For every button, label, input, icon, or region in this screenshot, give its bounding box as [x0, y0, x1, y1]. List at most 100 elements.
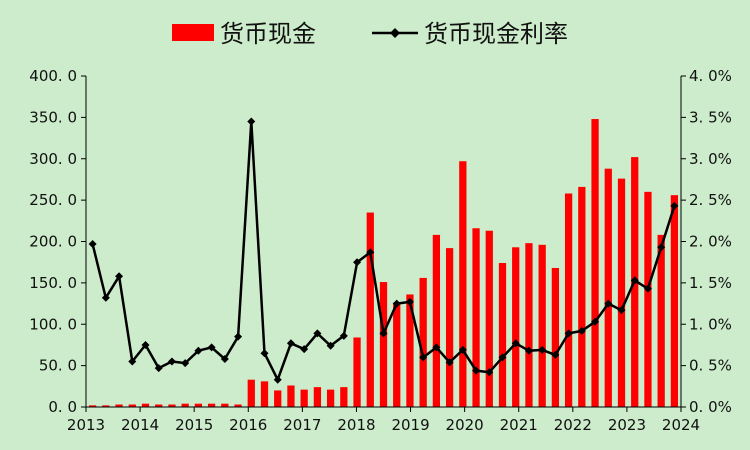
bar — [564, 193, 573, 407]
x-tick-label: 2020 — [446, 416, 484, 434]
bar — [247, 379, 255, 407]
bar — [260, 381, 269, 407]
bar — [194, 403, 203, 407]
rate-point — [379, 329, 388, 338]
bar — [406, 294, 414, 407]
rate-point — [286, 339, 295, 348]
rate-point — [564, 329, 573, 338]
bar — [353, 337, 361, 407]
rate-point — [88, 239, 97, 248]
rate-point — [181, 359, 190, 368]
x-tick-label: 2017 — [283, 416, 321, 434]
axes-group: 400. 0 4. 0% 350. 0 3. 5% 300. 0 3. 0% 250. 0 2… — [29, 67, 732, 434]
bar — [141, 403, 150, 407]
bar — [459, 161, 467, 407]
bar — [102, 405, 110, 407]
bar — [591, 119, 599, 407]
bar — [181, 403, 189, 407]
bar — [287, 385, 295, 407]
rate-point — [313, 329, 322, 338]
bar — [670, 195, 679, 407]
x-tick-label: 2014 — [121, 416, 159, 434]
y-tick-left-label: 300. 0 — [29, 150, 77, 168]
bar — [617, 178, 626, 407]
rate-point — [551, 350, 560, 359]
y-tick-left-label: 250. 0 — [29, 191, 77, 209]
rate-point — [220, 355, 229, 364]
bar — [313, 387, 322, 407]
y-tick-right-label: 3. 5% — [689, 108, 732, 126]
bar — [207, 403, 216, 407]
x-tick-label: 2016 — [229, 416, 267, 434]
rate-point — [154, 364, 163, 373]
x-tick-label: 2021 — [500, 416, 538, 434]
y-tick-right-label: 0. 5% — [689, 357, 732, 375]
bar — [221, 403, 229, 407]
y-tick-left-label: 400. 0 — [29, 67, 77, 85]
bar — [128, 404, 136, 407]
bar — [445, 248, 454, 407]
bar — [578, 186, 586, 407]
rate-point — [339, 331, 348, 340]
y-tick-right-label: 1. 5% — [689, 274, 732, 292]
y-tick-right-label: 4. 0% — [689, 67, 732, 85]
rate-point — [591, 317, 600, 326]
rate-point — [432, 343, 441, 352]
rate-point — [511, 339, 520, 348]
rate-point — [458, 345, 467, 354]
rate-point — [670, 201, 679, 210]
y-tick-right-label: 3. 0% — [689, 150, 732, 168]
y-tick-left-label: 150. 0 — [29, 274, 77, 292]
bar — [379, 282, 388, 407]
rate-point — [326, 341, 335, 350]
bar — [393, 302, 401, 407]
rate-point — [472, 366, 481, 375]
rate-point — [617, 306, 626, 315]
bar — [326, 389, 335, 407]
y-tick-right-label: 1. 0% — [689, 315, 732, 333]
rate-point — [630, 276, 639, 285]
rate-point — [273, 375, 282, 384]
bar — [498, 263, 507, 407]
bar — [485, 230, 493, 407]
rate-point — [101, 293, 110, 302]
rate-point — [538, 345, 547, 354]
bar — [300, 389, 308, 407]
legend-swatch-bar — [172, 24, 214, 41]
bar — [604, 168, 612, 407]
legend: 货币现金 货币现金利率 — [172, 20, 568, 48]
y-tick-left-label: 200. 0 — [29, 233, 77, 251]
bar — [155, 404, 163, 407]
x-tick-label: 2015 — [175, 416, 213, 434]
y-tick-right-label: 2. 0% — [689, 233, 732, 251]
rate-point — [300, 345, 309, 354]
y-tick-left-label: 50. 0 — [39, 357, 77, 375]
bar — [551, 267, 560, 407]
bar — [419, 277, 427, 407]
bar — [657, 234, 665, 407]
rate-point — [657, 243, 666, 252]
rate-point — [141, 340, 150, 349]
bar — [538, 244, 546, 407]
rate-point — [366, 248, 375, 257]
x-tick-label: 2022 — [554, 416, 592, 434]
rate-point — [524, 346, 533, 355]
rate-point — [207, 343, 216, 352]
rate-point — [247, 117, 256, 126]
rate-point — [167, 357, 176, 366]
rate-point — [115, 272, 124, 281]
x-tick-label: 2023 — [608, 416, 646, 434]
rate-point — [128, 357, 137, 366]
rate-point — [392, 299, 401, 308]
rate-point — [234, 332, 243, 341]
bar — [88, 405, 97, 407]
rate-point — [353, 258, 362, 267]
bar — [340, 387, 348, 407]
legend-label-line: 货币现金利率 — [424, 20, 568, 48]
legend-label-bar: 货币现金 — [220, 20, 316, 48]
bar — [115, 404, 123, 407]
y-tick-left-label: 0. 0 — [48, 398, 77, 416]
bar — [512, 247, 520, 407]
